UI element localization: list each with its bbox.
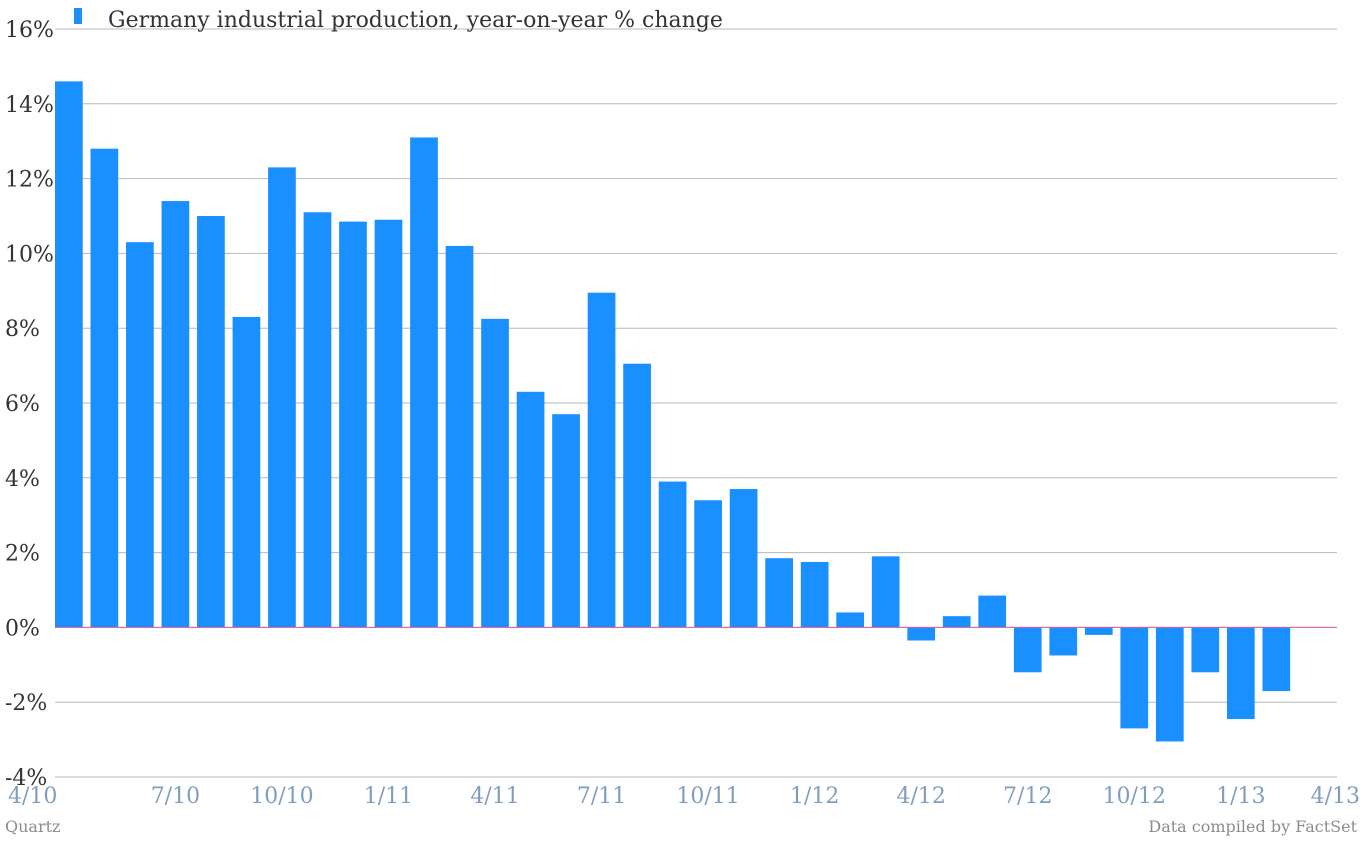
bar xyxy=(445,245,474,628)
x-tick-label: 1/13 xyxy=(1216,784,1265,809)
bar xyxy=(1049,627,1078,656)
bar xyxy=(374,219,403,628)
bar xyxy=(268,167,296,628)
y-tick-label: 0% xyxy=(5,616,40,641)
bar xyxy=(729,489,758,628)
bar xyxy=(55,81,83,628)
bar xyxy=(587,292,616,628)
bar xyxy=(552,414,580,628)
x-tick-label: 7/11 xyxy=(577,784,626,809)
legend-label: Germany industrial production, year-on-y… xyxy=(108,8,723,33)
y-tick-label: 12% xyxy=(5,168,54,193)
bar xyxy=(339,221,367,628)
y-tick-label: 6% xyxy=(5,392,40,417)
bar xyxy=(1155,627,1184,742)
bar xyxy=(197,216,225,628)
y-tick-label: 2% xyxy=(5,542,40,567)
x-tick-label: 10/12 xyxy=(1103,784,1166,809)
y-tick-label: 16% xyxy=(5,18,54,43)
y-axis-ticks: 16% 14% 12% 10% 8% 6% 4% 2% 0% -2% -4% xyxy=(5,18,54,791)
x-tick-label: 10/10 xyxy=(250,784,313,809)
bar xyxy=(658,481,687,628)
x-tick-label: 4/10 xyxy=(8,784,57,809)
y-tick-label: -4% xyxy=(5,766,47,791)
bar xyxy=(978,595,1007,628)
y-tick-label: -2% xyxy=(5,691,47,716)
bar xyxy=(90,148,119,628)
y-tick-label: 10% xyxy=(5,242,54,267)
bar xyxy=(516,391,545,628)
bar xyxy=(800,561,829,628)
x-tick-label: 4/11 xyxy=(470,784,519,809)
x-tick-label: 7/10 xyxy=(151,784,200,809)
x-axis-ticks: 4/10 7/10 10/10 1/11 4/11 7/11 10/11 1/12 4/12 7/… xyxy=(8,784,1360,809)
bar xyxy=(161,201,190,628)
bar xyxy=(1191,627,1220,673)
data-credit: Data compiled by FactSet xyxy=(1148,817,1357,836)
legend-swatch xyxy=(74,8,82,24)
bar xyxy=(1084,627,1113,635)
legend: Germany industrial production, year-on-y… xyxy=(74,8,723,33)
x-tick-label: 7/12 xyxy=(1003,784,1052,809)
x-tick-label: 4/12 xyxy=(896,784,945,809)
bars xyxy=(55,81,1291,742)
bar xyxy=(232,316,261,628)
bar xyxy=(907,627,936,641)
y-tick-label: 4% xyxy=(5,467,40,492)
bar xyxy=(765,558,793,628)
bar xyxy=(836,612,865,628)
bar xyxy=(871,556,900,628)
bar xyxy=(942,616,971,628)
bar xyxy=(481,318,509,628)
bar xyxy=(623,363,651,628)
x-tick-label: 1/12 xyxy=(790,784,839,809)
x-tick-label: 4/13 xyxy=(1311,784,1360,809)
bar xyxy=(1262,627,1291,691)
source-credit: Quartz xyxy=(5,817,60,836)
bar xyxy=(1120,627,1149,729)
y-tick-label: 14% xyxy=(5,93,54,118)
x-tick-label: 1/11 xyxy=(364,784,413,809)
y-tick-label: 8% xyxy=(5,317,40,342)
bar xyxy=(1226,627,1255,720)
bar xyxy=(694,500,722,628)
bar xyxy=(303,212,332,628)
bar xyxy=(1013,627,1042,673)
x-tick-label: 10/11 xyxy=(676,784,739,809)
bar xyxy=(126,242,154,628)
bar xyxy=(410,137,438,628)
